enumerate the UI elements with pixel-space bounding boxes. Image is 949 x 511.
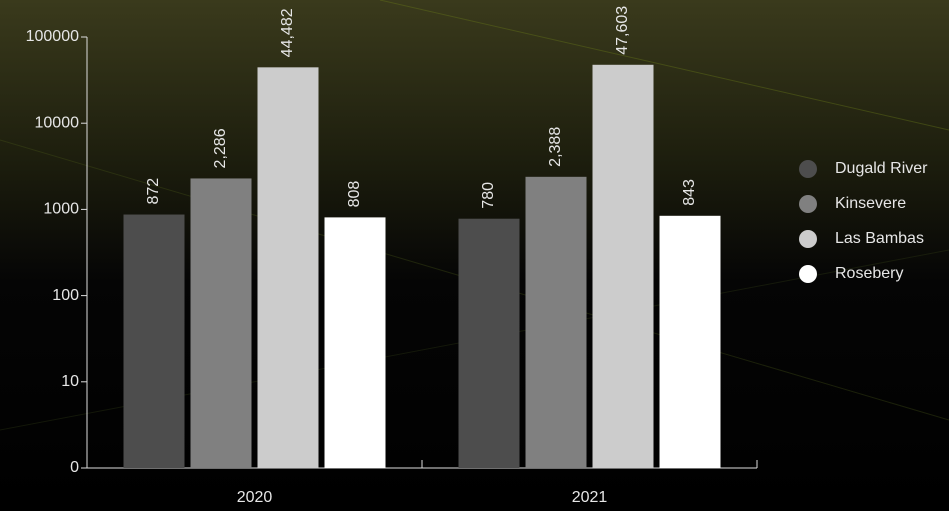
y-tick-label: 100000 xyxy=(26,28,79,45)
x-tick-label: 2020 xyxy=(237,489,273,506)
bar xyxy=(123,214,185,468)
bar xyxy=(257,67,319,469)
value-label: 44,482 xyxy=(279,8,296,57)
legend-swatch xyxy=(799,230,817,248)
x-tick-label: 2021 xyxy=(572,489,608,506)
bar xyxy=(458,218,520,468)
legend-label: Rosebery xyxy=(835,265,903,282)
value-label: 780 xyxy=(480,182,497,209)
legend-label: Las Bambas xyxy=(835,230,924,247)
value-label: 2,286 xyxy=(212,128,229,168)
y-tick-label: 10000 xyxy=(35,114,80,131)
bar xyxy=(592,64,654,469)
y-tick-label: 1000 xyxy=(43,201,79,218)
legend-swatch xyxy=(799,160,817,178)
legend-label: Dugald River xyxy=(835,160,928,177)
y-tick-label: 10 xyxy=(61,373,79,390)
value-label: 2,388 xyxy=(547,127,564,167)
y-tick-label: 0 xyxy=(70,459,79,476)
bar xyxy=(525,176,587,468)
legend-swatch xyxy=(799,265,817,283)
value-label: 872 xyxy=(145,178,162,205)
value-label: 47,603 xyxy=(614,6,631,55)
value-label: 808 xyxy=(346,181,363,208)
value-label: 843 xyxy=(681,179,698,206)
y-tick-label: 100 xyxy=(52,287,79,304)
bar xyxy=(324,217,386,468)
decor-line xyxy=(379,0,949,131)
bar xyxy=(190,178,252,468)
legend-label: Kinsevere xyxy=(835,195,906,212)
legend-swatch xyxy=(799,195,817,213)
bar xyxy=(659,215,721,468)
